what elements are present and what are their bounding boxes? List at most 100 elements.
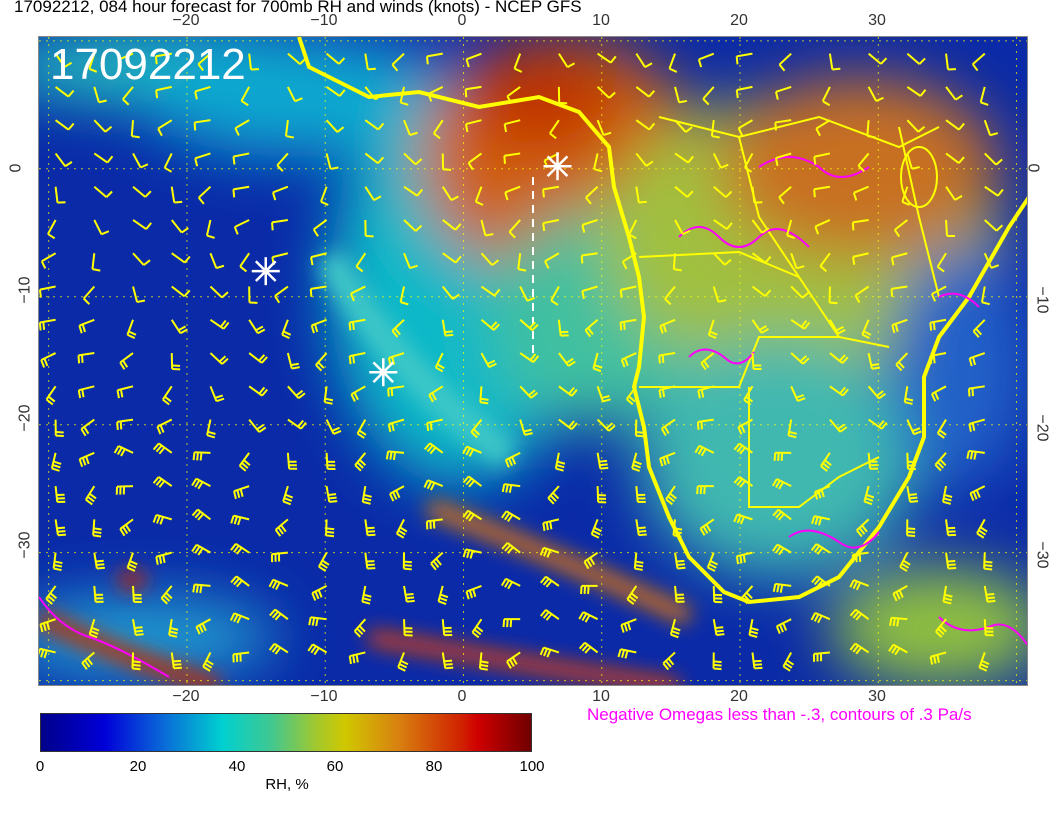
- wind-barb: [194, 119, 211, 124]
- wind-barb: [775, 85, 792, 93]
- wind-barb: [622, 252, 637, 263]
- wind-barb-feather: [550, 299, 559, 306]
- wind-barb-feather: [423, 479, 429, 488]
- wind-barb-feather: [820, 488, 825, 498]
- wind-barb-feather: [426, 444, 434, 453]
- wind-barb-feather: [813, 545, 821, 553]
- wind-barb-feather: [786, 234, 795, 239]
- wind-barb-feather: [400, 301, 409, 306]
- wind-barb-feather: [409, 264, 418, 270]
- wind-barb: [813, 185, 831, 191]
- wind-barb-feather: [503, 123, 508, 133]
- wind-barb-feather: [894, 647, 901, 656]
- wind-barb-feather: [40, 649, 45, 658]
- wind-barb-feather: [980, 663, 989, 669]
- wind-barb-feather: [523, 428, 532, 433]
- wind-barb-feather: [195, 626, 201, 635]
- wind-barb-feather: [724, 258, 732, 266]
- wind-barb-feather: [134, 626, 143, 630]
- wind-barb-feather: [822, 100, 831, 107]
- wind-barb-feather: [240, 100, 249, 107]
- wind-barb-feather: [852, 580, 858, 589]
- wind-barb-feather: [199, 452, 203, 461]
- wind-barb-feather: [261, 388, 269, 397]
- wind-barb-feather: [173, 666, 182, 670]
- wind-barb-feather: [128, 563, 137, 569]
- wind-barb: [906, 52, 921, 65]
- wind-barb-feather: [160, 597, 168, 605]
- date-stamp: 17092212: [50, 40, 246, 89]
- wind-barb-feather: [77, 389, 82, 399]
- wind-barb: [93, 86, 100, 103]
- wind-barb: [945, 152, 960, 164]
- wind-barb-feather: [317, 589, 323, 598]
- wind-barb-feather: [135, 629, 144, 633]
- wind-barb: [713, 219, 728, 230]
- wind-barb-feather: [197, 481, 204, 490]
- wind-barb-feather: [93, 530, 102, 534]
- wind-barb-feather: [626, 622, 632, 631]
- wind-barb-feather: [849, 642, 857, 651]
- wind-barb: [209, 285, 223, 299]
- wind-barb: [310, 285, 327, 290]
- wind-barb: [894, 219, 908, 231]
- wind-barb: [736, 85, 753, 92]
- wind-barb-feather: [699, 486, 703, 495]
- colorbar: [40, 713, 532, 752]
- wind-barb-feather: [817, 615, 823, 624]
- wind-barb-feather: [545, 613, 553, 621]
- wind-barb: [234, 119, 250, 130]
- wind-barb-feather: [995, 224, 1004, 232]
- wind-barb-feather: [529, 353, 537, 361]
- wind-barb-feather: [851, 222, 855, 231]
- wind-barb-feather: [713, 667, 722, 671]
- star-marker: [254, 260, 277, 282]
- wind-barb: [88, 53, 96, 70]
- wind-barb: [778, 185, 792, 198]
- wind-barb-feather: [703, 360, 710, 368]
- wind-barb-feather: [565, 357, 574, 364]
- wind-barb-feather: [580, 255, 584, 264]
- wind-barb-feather: [528, 389, 536, 397]
- wind-barb: [581, 252, 598, 257]
- wind-barb-feather: [716, 633, 725, 636]
- wind-barb: [479, 386, 483, 403]
- wind-barb-feather: [64, 61, 73, 68]
- wind-barb: [698, 52, 715, 61]
- wind-barb-feather: [549, 494, 557, 502]
- wind-barb-feather: [687, 155, 694, 164]
- wind-barb-feather: [811, 575, 818, 583]
- wind-barb-feather: [119, 362, 126, 370]
- wind-barb-feather: [620, 359, 626, 368]
- wind-barb-feather: [191, 478, 198, 486]
- wind-barb-feather: [358, 429, 367, 436]
- wind-barb: [194, 152, 211, 160]
- wind-barb-feather: [601, 395, 610, 400]
- wind-barb-feather: [782, 622, 788, 631]
- wind-barb-feather: [358, 459, 367, 466]
- wind-barb-feather: [775, 625, 781, 635]
- wind-barb-feather: [352, 321, 355, 330]
- wind-barb-feather: [192, 452, 196, 461]
- wind-barb: [364, 152, 379, 165]
- wind-barb-feather: [737, 426, 743, 435]
- wind-barb-feather: [178, 325, 187, 332]
- wind-barb: [674, 119, 687, 133]
- wind-barb-feather: [547, 497, 555, 505]
- wind-barb-feather: [891, 324, 896, 334]
- wind-barb-feather: [817, 517, 823, 526]
- wind-barb-feather: [331, 426, 340, 432]
- wind-barb: [91, 253, 96, 270]
- wind-barb-feather: [338, 89, 346, 97]
- wind-barb-feather: [832, 67, 841, 71]
- wind-barb: [480, 219, 487, 236]
- wind-barb-feather: [504, 544, 512, 552]
- wind-barb-feather: [775, 545, 782, 554]
- markers: [251, 152, 572, 387]
- wind-barb-feather: [232, 156, 236, 165]
- wind-barb: [403, 219, 417, 232]
- wind-barb: [790, 252, 798, 269]
- wind-barb: [664, 285, 676, 300]
- wind-barb-feather: [907, 527, 916, 531]
- wind-barb-feather: [621, 261, 628, 270]
